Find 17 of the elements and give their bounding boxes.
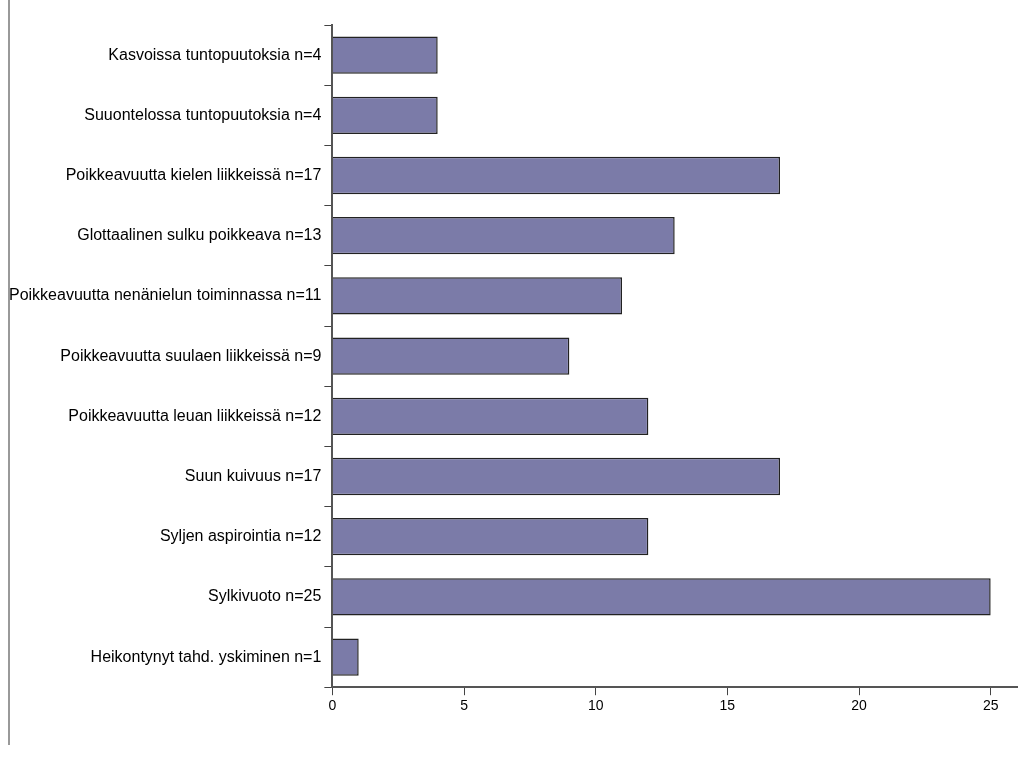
y-tick-label: Poikkeavuutta kielen liikkeissä n=17 (65, 165, 322, 183)
y-tick-label: Glottaalinen sulku poikkeava n=13 (77, 226, 322, 244)
y-tick-label: Sylkivuoto n=25 (207, 587, 322, 605)
x-tick-label: 0 (328, 697, 337, 714)
x-tick-label: 10 (587, 697, 604, 714)
x-tick-label: 15 (719, 697, 736, 714)
y-tick-label: Syljen aspirointia n=12 (159, 527, 322, 545)
y-tick-label: Poikkeavuutta suulaen liikkeissä n=9 (60, 346, 322, 364)
y-tick-label: Poikkeavuutta leuan liikkeissä n=12 (68, 406, 322, 424)
x-tick-label: 20 (851, 697, 867, 714)
y-tick-label: Heikontynyt tahd. yskiminen n=1 (90, 647, 322, 665)
x-tick-label: 25 (982, 697, 999, 714)
y-tick-label: Poikkeavuutta nenänielun toiminnassa n=11 (8, 286, 322, 304)
y-tick-label: Kasvoissa tuntopuutoksia n=4 (108, 45, 322, 63)
y-tick-label: Suuontelossa tuntopuutoksia n=4 (84, 105, 322, 123)
y-tick-label: Suun kuivuus n=17 (184, 466, 322, 484)
x-tick-label: 5 (460, 697, 469, 714)
